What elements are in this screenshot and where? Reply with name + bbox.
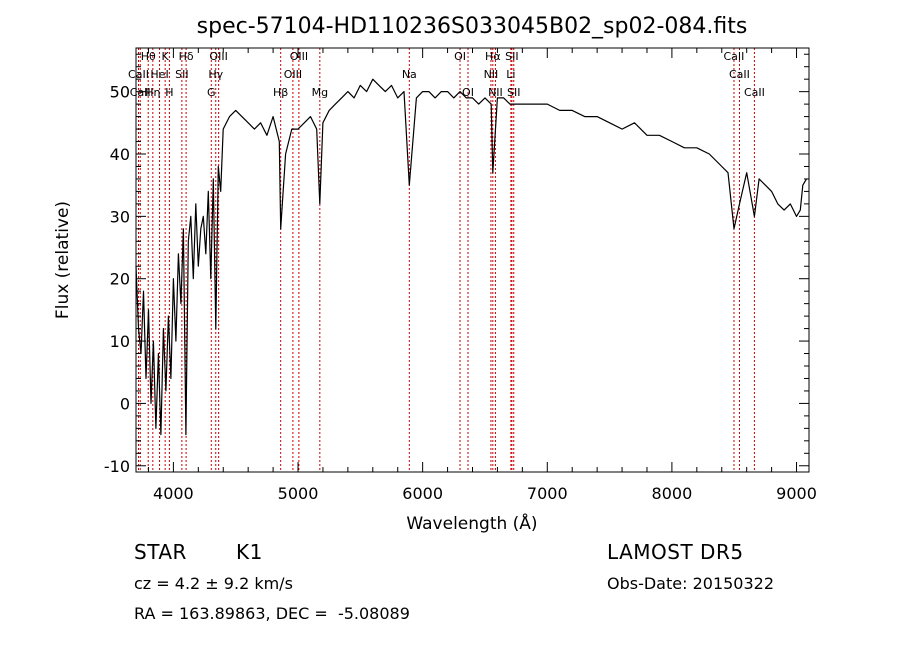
line-marker-label: Hδ (179, 50, 194, 63)
spectral-line-markers (137, 48, 755, 472)
redshift-velocity: cz = 4.2 ± 9.2 km/s (134, 574, 293, 593)
line-marker-label: OIII (284, 68, 302, 81)
y-tick-label: 50 (110, 83, 130, 102)
line-marker-label: OI (454, 50, 466, 63)
line-marker-label: Hγ (208, 68, 223, 81)
line-marker-label: CaII (724, 50, 745, 63)
y-tick-label: 0 (120, 394, 130, 413)
line-marker-label: CaII (729, 68, 750, 81)
line-marker-label: OIII (290, 50, 308, 63)
line-marker-label: SII (175, 68, 188, 81)
y-tick-label: -10 (104, 457, 130, 476)
x-tick-label: 8000 (652, 484, 693, 503)
y-axis-label: Flux (relative) (53, 201, 73, 319)
line-marker-label: Hη (145, 86, 160, 99)
line-marker-label: K (162, 50, 170, 63)
line-marker-label: Hθ (141, 50, 156, 63)
line-marker-label: H (165, 86, 173, 99)
line-marker-label: NII (484, 68, 499, 81)
survey-name: LAMOST DR5 (607, 540, 744, 564)
line-marker-label: Na (402, 68, 417, 81)
line-marker-label: CaII (128, 68, 149, 81)
line-marker-label: NII (488, 86, 503, 99)
y-axis: -10 0 10 20 30 40 50 (104, 53, 809, 476)
x-tick-label: 4000 (153, 484, 194, 503)
line-marker-label: HeI (150, 68, 168, 81)
spectrum-series (135, 78, 808, 436)
object-subclass: K1 (236, 540, 263, 564)
line-marker-label: SII (507, 86, 520, 99)
line-marker-label: SII (505, 50, 518, 63)
observation-date: Obs-Date: 20150322 (607, 574, 775, 593)
y-tick-label: 20 (110, 270, 130, 289)
x-tick-label: 9000 (776, 484, 817, 503)
y-tick-label: 30 (110, 207, 130, 226)
line-marker-label: Mg (312, 86, 328, 99)
x-axis-label: Wavelength (Å) (406, 512, 537, 534)
line-marker-label: OIII (209, 50, 227, 63)
line-marker-label: Li (506, 68, 515, 81)
x-tick-label: 5000 (278, 484, 319, 503)
line-marker-label: Hα (485, 50, 501, 63)
y-tick-label: 40 (110, 145, 130, 164)
x-tick-label: 6000 (402, 484, 443, 503)
spectrum-line (135, 78, 808, 436)
y-tick-label: 10 (110, 332, 130, 351)
line-marker-label: Hβ (273, 86, 288, 99)
line-marker-label: CaII (744, 86, 765, 99)
chart-title: spec-57104-HD110236S033045B02_sp02-084.f… (197, 14, 748, 39)
line-marker-label: CaII (130, 86, 151, 99)
x-tick-label: 7000 (527, 484, 568, 503)
line-marker-label: OI (462, 86, 474, 99)
object-class: STAR (134, 540, 187, 564)
x-axis: 4000 5000 6000 7000 8000 9000 (147, 48, 817, 503)
line-marker-label: G (207, 86, 216, 99)
coordinates: RA = 163.89863, DEC = -5.08089 (134, 604, 410, 623)
